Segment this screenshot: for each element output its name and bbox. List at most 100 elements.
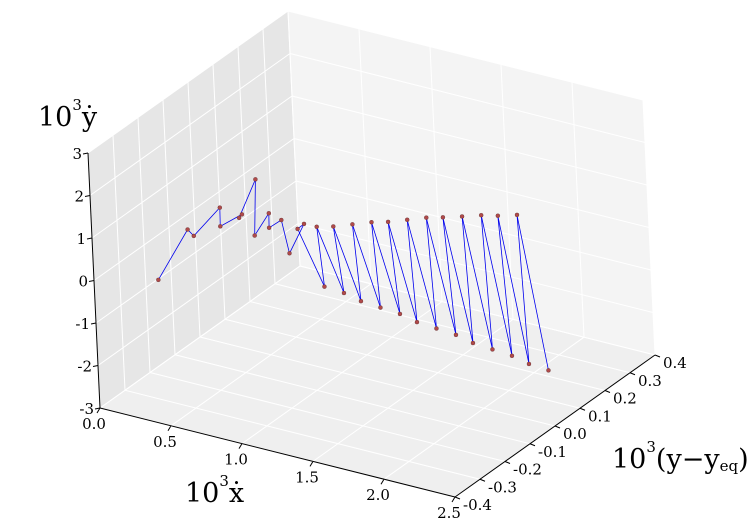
- data-point: [253, 177, 258, 182]
- grid-line: [224, 318, 581, 409]
- label-part: 10: [38, 102, 72, 133]
- grid-line: [149, 372, 506, 462]
- grid-line: [293, 138, 650, 228]
- label-sup: 3: [219, 472, 229, 490]
- data-point: [490, 347, 495, 352]
- y-tick-label: -0.3: [488, 478, 517, 496]
- data-point: [301, 221, 307, 227]
- data-point: [459, 214, 465, 219]
- grid-line: [295, 180, 652, 271]
- data-point: [509, 353, 515, 359]
- y-axis-label: 103(y−yeq): [612, 438, 747, 475]
- x-tick-label: 1.0: [224, 451, 248, 469]
- x-tick-label: 2.0: [366, 486, 390, 504]
- label-part: ẋ: [229, 478, 244, 509]
- y-tick-label: 0.3: [638, 372, 662, 390]
- tick-mark: [629, 372, 636, 376]
- grid-line: [124, 389, 481, 480]
- label-part: 10: [185, 478, 219, 509]
- z-tick-label: 3: [72, 145, 82, 163]
- z-tick-label: -1: [75, 315, 90, 333]
- data-point: [217, 205, 223, 210]
- data-point: [470, 340, 476, 346]
- x-tick-label: 0.0: [82, 415, 106, 433]
- y-tick-label: 0.1: [588, 407, 612, 425]
- tick-mark: [167, 425, 172, 432]
- tick-mark: [504, 461, 511, 464]
- tick-mark: [454, 496, 461, 500]
- data-point: [378, 305, 383, 310]
- grid-line: [93, 138, 295, 281]
- x-axis-label: 103ẋ: [185, 472, 244, 509]
- trajectory-line: [158, 179, 549, 371]
- grid-line: [95, 180, 297, 324]
- data-point: [434, 326, 439, 331]
- grid-line: [174, 354, 531, 445]
- z-axis-line: [87, 152, 101, 409]
- data-point: [369, 220, 374, 225]
- x-tick-label: 2.5: [437, 504, 461, 522]
- data-point: [252, 233, 257, 238]
- grid-line: [97, 223, 299, 366]
- data-point: [156, 277, 161, 283]
- tick-mark: [529, 443, 536, 447]
- data-point: [424, 215, 429, 220]
- y-tick-label: 0.2: [613, 390, 637, 408]
- data-point: [341, 290, 347, 296]
- tick-mark: [654, 354, 661, 358]
- data-point: [239, 212, 245, 217]
- grid-line: [99, 265, 301, 409]
- data-point: [526, 361, 532, 367]
- z-tick-label: -3: [79, 400, 94, 418]
- data-point: [546, 368, 551, 373]
- data-point: [287, 251, 292, 256]
- grid-line: [249, 301, 606, 391]
- data-point: [218, 224, 223, 229]
- data-point: [236, 215, 242, 221]
- y-axis-line: [454, 354, 656, 498]
- data-point: [322, 284, 327, 289]
- label-sup: 3: [646, 438, 656, 456]
- label-part: ẏ: [81, 102, 98, 133]
- y-tick-label: -0.2: [513, 461, 542, 479]
- tick-mark: [479, 478, 486, 482]
- label-part: (y−y: [656, 444, 720, 475]
- data-point: [279, 217, 284, 223]
- data-point: [358, 298, 364, 304]
- grid-line: [289, 53, 646, 143]
- y-tick-label: -0.1: [538, 443, 567, 461]
- panes: [88, 11, 655, 497]
- y-tick-label: 0.0: [563, 425, 587, 443]
- tick-mark: [451, 496, 456, 503]
- data-point: [440, 215, 446, 220]
- z-axis-label: 103ẏ: [38, 96, 98, 133]
- data-point: [414, 319, 420, 325]
- x-tick-label: 0.5: [153, 433, 177, 451]
- z-tick-label: -2: [77, 358, 92, 376]
- data-point: [266, 211, 271, 216]
- tick-mark: [88, 280, 95, 282]
- y-tick-label: 0.4: [663, 354, 687, 372]
- tick-mark: [238, 443, 243, 449]
- grid-line: [199, 336, 556, 427]
- y-tick-label: -0.4: [463, 496, 492, 514]
- data-point: [397, 311, 403, 317]
- data-point: [514, 212, 520, 218]
- grid-line: [89, 53, 291, 196]
- data-point: [185, 227, 190, 232]
- data-point: [266, 225, 272, 230]
- tick-mark: [86, 237, 93, 240]
- label-sub: eq: [720, 457, 739, 475]
- grid-line: [274, 283, 631, 374]
- x-tick-label: 1.5: [295, 468, 319, 486]
- grid-line: [287, 10, 644, 101]
- z-tick-label: 0: [78, 273, 88, 291]
- data-point: [314, 224, 319, 229]
- label-part: 10: [612, 444, 646, 475]
- grid-line: [291, 95, 648, 186]
- grid-line: [87, 10, 289, 154]
- label-part: ): [738, 444, 747, 475]
- data-point: [191, 233, 197, 239]
- x-axis-line: [99, 407, 456, 498]
- tick-mark: [90, 322, 97, 325]
